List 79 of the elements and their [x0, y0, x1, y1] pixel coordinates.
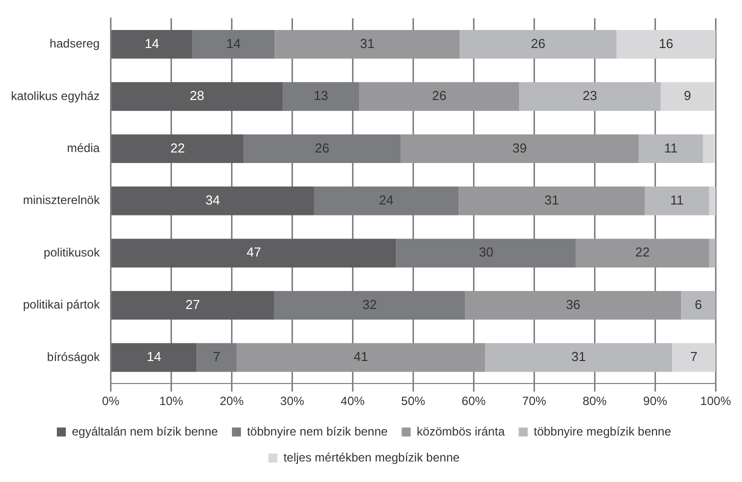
- data-label: 23: [582, 88, 598, 104]
- bar: [485, 343, 672, 372]
- bar: [660, 82, 714, 111]
- y-tick-label: katolikus egyház: [11, 88, 100, 103]
- legend-label: többnyire nem bízik benne: [246, 424, 388, 438]
- bar: [681, 290, 716, 320]
- x-tick-label: 30%: [280, 394, 305, 408]
- bar: [111, 186, 314, 216]
- data-label: 31: [360, 36, 374, 51]
- data-label: 14: [144, 36, 160, 51]
- bar: [458, 186, 645, 216]
- data-label: 14: [226, 36, 241, 51]
- bar: [236, 343, 486, 372]
- bar: [644, 186, 709, 216]
- data-label: 26: [432, 88, 446, 104]
- x-tick-label: 40%: [340, 394, 366, 408]
- bar: [111, 238, 396, 268]
- y-tick-label: bíróságok: [47, 350, 101, 364]
- data-label: 39: [512, 140, 527, 156]
- y-tick-label: miniszterelnök: [23, 193, 101, 208]
- bar: [111, 82, 283, 111]
- legend-label: közömbös iránta: [416, 424, 506, 438]
- x-tick-label: 0%: [102, 394, 120, 408]
- bar: [519, 82, 661, 111]
- data-label: 31: [544, 192, 559, 208]
- data-label: 13: [314, 88, 328, 104]
- y-tick-label: politikai pártok: [23, 298, 101, 312]
- data-label: 14: [146, 349, 162, 364]
- bar: [616, 30, 716, 59]
- bar: [576, 238, 709, 268]
- x-tick-label: 60%: [462, 394, 486, 408]
- data-label: 31: [571, 349, 586, 364]
- data-label: 7: [212, 349, 220, 364]
- data-label: 22: [170, 140, 185, 156]
- y-tick-label: politikusok: [44, 245, 101, 260]
- y-tick-label: média: [67, 141, 100, 156]
- x-tick-label: 20%: [220, 394, 244, 408]
- legend-label: egyáltalán nem bízik benne: [72, 424, 218, 438]
- bar: [400, 134, 639, 164]
- data-label: 34: [205, 192, 220, 208]
- bar: [709, 186, 716, 216]
- bar: [111, 30, 192, 59]
- bar: [702, 134, 714, 164]
- data-label: 9: [684, 88, 692, 104]
- data-label: 47: [246, 244, 262, 260]
- data-label: 30: [478, 244, 494, 260]
- data-label: 32: [362, 296, 377, 312]
- x-tick-label: 70%: [522, 394, 547, 408]
- x-tick-label: 50%: [401, 394, 426, 408]
- data-label: 36: [566, 296, 580, 312]
- data-label: 16: [658, 36, 674, 51]
- data-label: 22: [635, 244, 650, 260]
- data-label: 7: [690, 349, 698, 364]
- data-label: 26: [314, 140, 330, 156]
- bar: [111, 290, 274, 320]
- bar: [111, 343, 197, 372]
- bar: [638, 134, 703, 164]
- x-tick-label: 90%: [643, 394, 668, 408]
- bar: [465, 290, 682, 320]
- data-label: 27: [186, 296, 200, 312]
- legend-label: teljes mértékben megbízik benne: [283, 450, 460, 464]
- data-label: 6: [694, 296, 702, 312]
- bar: [672, 343, 716, 372]
- data-label: 24: [379, 192, 394, 208]
- legend-label: többnyire megbízik benne: [534, 424, 672, 438]
- bar: [111, 134, 244, 164]
- bar: [460, 30, 616, 59]
- y-tick-label: hadsereg: [50, 36, 100, 51]
- bar: [709, 238, 716, 268]
- data-label: 26: [530, 36, 546, 51]
- bar: [274, 30, 460, 59]
- data-label: 11: [664, 140, 678, 156]
- data-label: 28: [190, 88, 204, 104]
- data-label: 41: [354, 349, 368, 364]
- x-tick-label: 80%: [582, 394, 607, 408]
- x-tick-label: 100%: [700, 394, 732, 408]
- bar: [359, 82, 520, 111]
- x-tick-label: 10%: [159, 394, 184, 408]
- data-label: 11: [670, 192, 684, 208]
